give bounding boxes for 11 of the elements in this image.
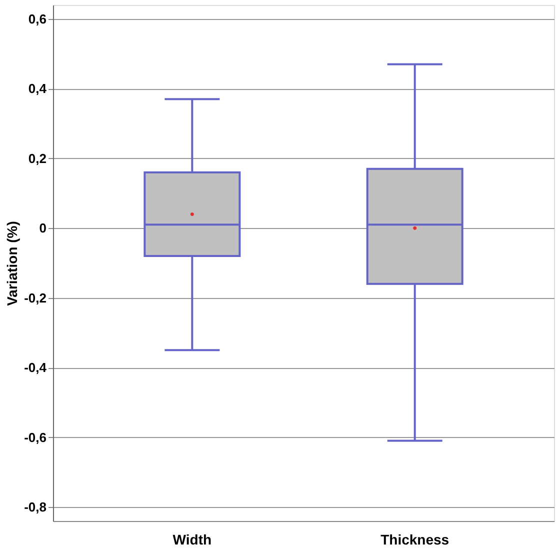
y-tick-label: 0,2 xyxy=(28,150,46,166)
x-tick-label: Thickness xyxy=(380,532,450,548)
y-tick-label: -0,8 xyxy=(24,500,46,515)
x-tick-label: Width xyxy=(172,532,212,548)
y-tick-label: 0 xyxy=(39,220,46,236)
y-tick-label: -0,4 xyxy=(24,360,48,376)
y-tick-label: 0,4 xyxy=(28,81,48,96)
y-tick-label: -0,2 xyxy=(24,290,46,306)
y-tick-label: -0,6 xyxy=(24,430,46,445)
y-tick-label: 0,6 xyxy=(28,11,46,26)
y-axis-title: Variation (%) xyxy=(4,221,20,306)
